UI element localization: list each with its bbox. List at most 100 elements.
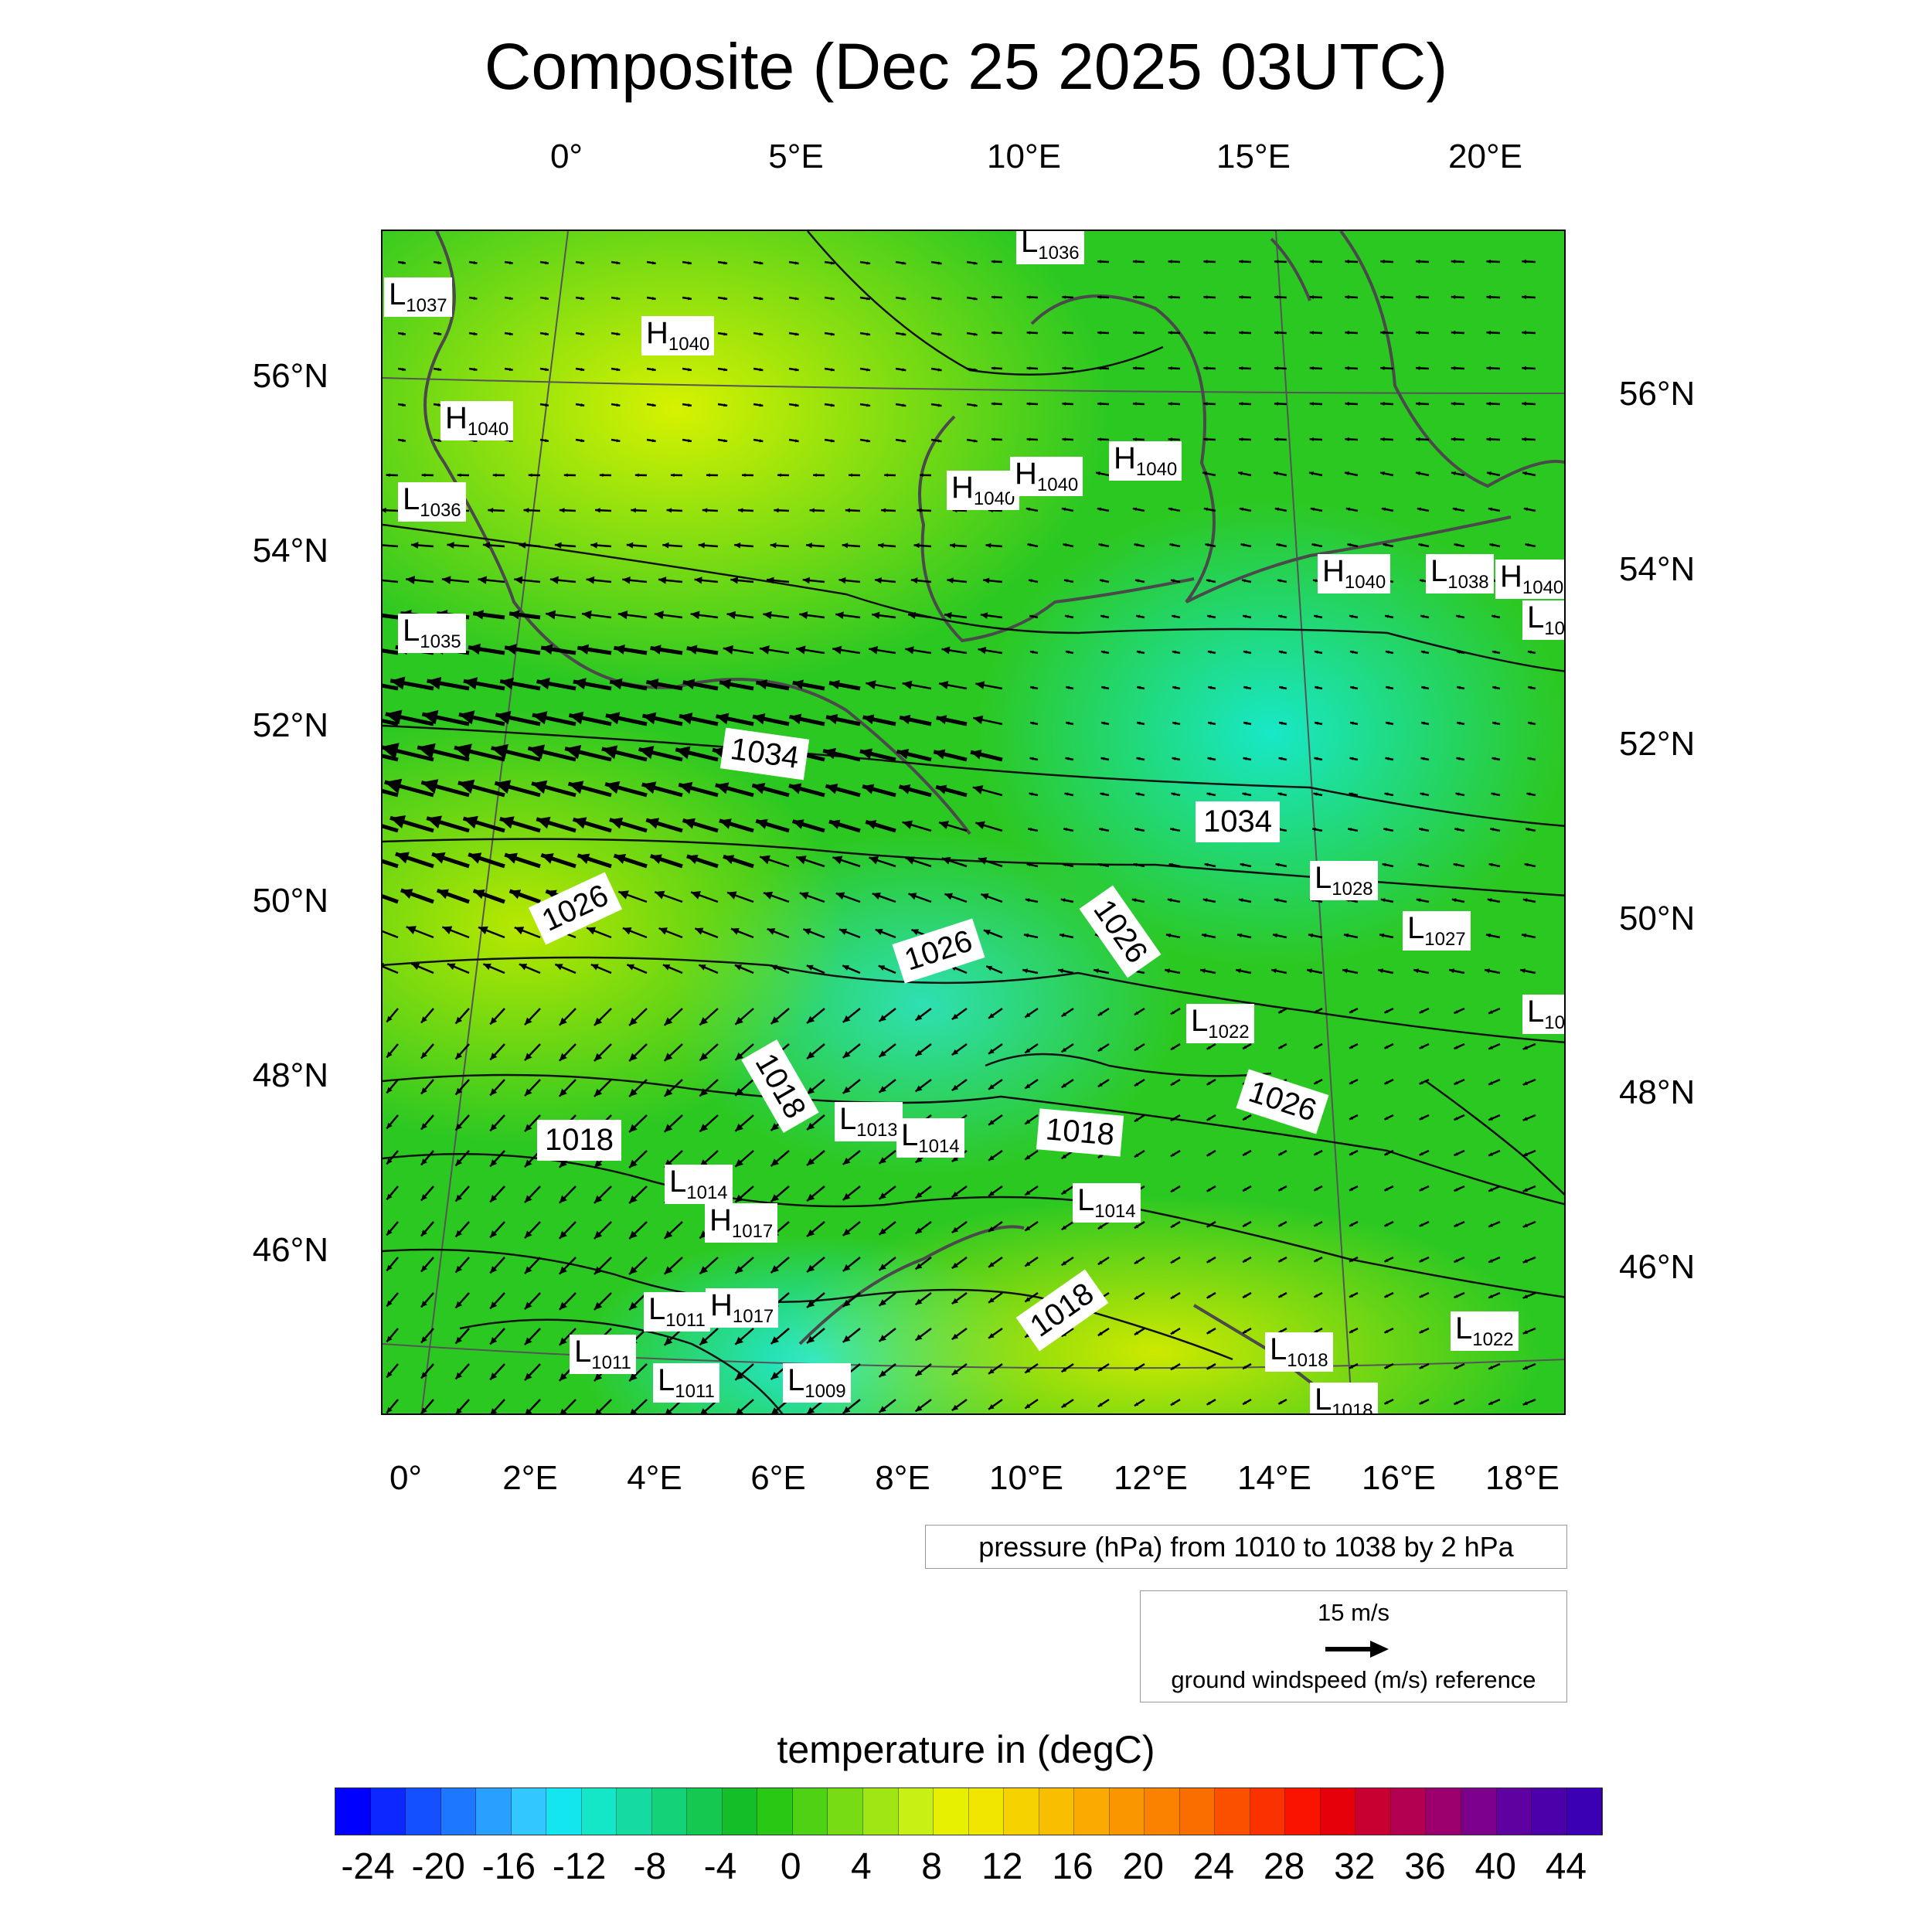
wind-vector-head xyxy=(770,1123,780,1131)
colorbar-tick-label: 44 xyxy=(1545,1846,1587,1887)
wind-vector-head xyxy=(915,1192,923,1199)
wind-vector-head xyxy=(988,1298,995,1303)
wind-reference-arrow-icon xyxy=(1325,1641,1389,1658)
wind-vector-head xyxy=(417,743,436,760)
wind-vector-head xyxy=(1134,1117,1139,1122)
wind-vector-head xyxy=(386,1264,393,1271)
wind-vector-head xyxy=(1170,1082,1175,1086)
wind-vector-head xyxy=(447,963,456,971)
wind-vector-head xyxy=(1378,968,1383,974)
wind-vector-head xyxy=(1349,1045,1354,1049)
wind-vector-head xyxy=(752,782,766,794)
wind-vector-head xyxy=(1385,757,1389,760)
wind-vector-head xyxy=(1278,1009,1283,1013)
wind-vector-head xyxy=(559,1230,567,1239)
wind-vector-head xyxy=(455,1301,463,1308)
wind-vector-head xyxy=(1025,1403,1031,1409)
wind-vector-head xyxy=(478,926,488,935)
wind-vector-head xyxy=(560,1408,567,1413)
wind-vector-head xyxy=(694,577,702,584)
wind-vector-head xyxy=(1060,898,1066,903)
wind-vector-head xyxy=(616,367,621,372)
wind-vector-head xyxy=(973,439,978,443)
wind-vector-head xyxy=(1061,1367,1067,1372)
wind-vector-head xyxy=(1522,437,1526,442)
pressure-center-label: L1027 xyxy=(1403,911,1471,951)
wind-vector-head xyxy=(427,676,442,690)
wind-vector-head xyxy=(1243,685,1248,690)
colorbar-swatch xyxy=(1215,1788,1250,1835)
wind-vector-head xyxy=(1384,1045,1389,1049)
wind-vector-head xyxy=(879,1050,886,1057)
wind-vector-head xyxy=(1276,543,1281,547)
wind-vector-head xyxy=(879,1299,886,1306)
wind-vector-head xyxy=(831,403,835,407)
wind-vector-head xyxy=(559,1337,567,1345)
wind-vector-head xyxy=(1384,1400,1389,1404)
wind-vector-head xyxy=(1273,471,1278,476)
wind-vector-head xyxy=(420,1016,427,1023)
wind-vector-head xyxy=(1454,543,1458,547)
wind-vector-head xyxy=(478,576,487,584)
wind-vector-head xyxy=(1170,1117,1175,1121)
wind-vector-head xyxy=(1454,1401,1458,1405)
wind-vector-head xyxy=(1451,330,1456,335)
wind-vector-head xyxy=(1168,260,1172,264)
wind-vector-field xyxy=(383,259,1536,1413)
wind-vector-head xyxy=(1485,933,1492,938)
pressure-center-label: L1018 xyxy=(1265,1332,1333,1372)
wind-vector-head xyxy=(536,677,550,690)
wind-vector-head xyxy=(1027,543,1032,547)
wind-vector-head xyxy=(807,1158,815,1166)
wind-vector-head xyxy=(700,1408,708,1413)
wind-vector-head xyxy=(505,644,517,655)
wind-vector-head xyxy=(1454,1259,1458,1263)
wind-vector-head xyxy=(1488,1010,1493,1014)
wind-vector-head xyxy=(1274,330,1279,335)
wind-vector-head xyxy=(594,1372,603,1381)
pressure-center-label: H1017 xyxy=(705,1203,778,1243)
wind-vector-head xyxy=(616,260,621,265)
wind-vector-head xyxy=(1385,650,1389,654)
wind-vector-head xyxy=(559,1017,567,1026)
wind-vector-head xyxy=(1099,579,1104,583)
wind-vector-head xyxy=(1095,471,1100,476)
wind-vector-head xyxy=(770,964,778,971)
wind-vector-head xyxy=(759,332,764,336)
wind-vector-head xyxy=(1451,259,1456,264)
wind-vector-head xyxy=(1236,933,1243,938)
wind-vector-head xyxy=(1451,898,1457,903)
wind-vector-head xyxy=(1314,1080,1318,1084)
wind-vector-head xyxy=(509,889,522,900)
wind-vector-head xyxy=(1165,933,1172,938)
wind-vector-head xyxy=(806,543,812,549)
wind-vector-head xyxy=(1101,721,1105,726)
wind-vector-head xyxy=(770,1336,780,1345)
wind-vector-head xyxy=(881,508,886,513)
wind-vector-head xyxy=(577,644,590,655)
wind-vector-head xyxy=(915,1369,923,1376)
wind-vector-head xyxy=(420,1052,427,1059)
wind-vector-head xyxy=(723,368,728,372)
bottom-lon-tick: 6°E xyxy=(750,1459,806,1497)
wind-vector-head xyxy=(1274,437,1279,441)
wind-vector-head xyxy=(658,927,668,935)
wind-vector-head xyxy=(383,507,386,513)
wind-vector-head xyxy=(627,964,635,971)
colorbar-swatch xyxy=(1532,1788,1567,1835)
wind-vector-head xyxy=(806,964,814,971)
wind-vector-head xyxy=(1134,1295,1139,1300)
wind-vector-head xyxy=(937,297,942,301)
wind-vector-head xyxy=(727,891,737,900)
wind-vector-head xyxy=(981,893,989,900)
wind-vector-head xyxy=(911,929,920,936)
wind-vector-head xyxy=(738,508,743,513)
wind-vector-head xyxy=(662,964,671,971)
wind-vector-head xyxy=(1134,579,1139,583)
wind-vector-head xyxy=(1488,1259,1493,1263)
wind-vector-head xyxy=(794,332,799,336)
wind-vector-head xyxy=(1242,792,1247,796)
wind-vector-head xyxy=(420,1194,427,1201)
wind-vector-head xyxy=(1314,1329,1318,1333)
wind-vector-head xyxy=(825,784,838,794)
